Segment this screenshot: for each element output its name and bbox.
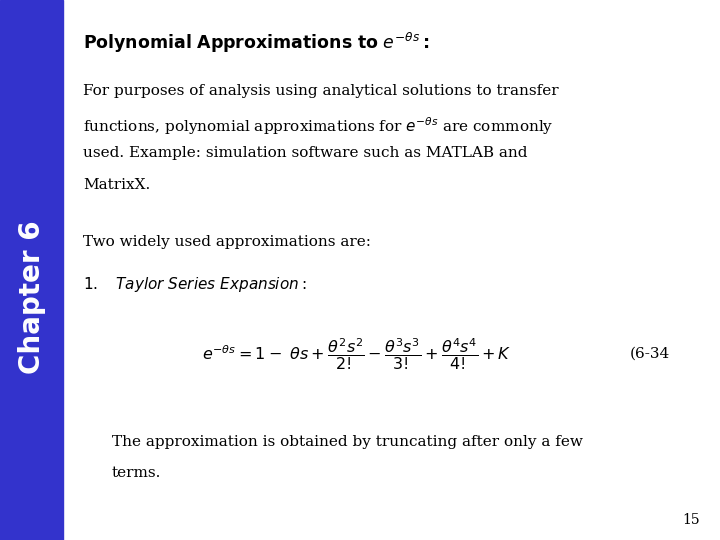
Text: $1.\ \ \ \mathit{Taylor\ Series\ Expansion{:}}$: $1.\ \ \ \mathit{Taylor\ Series\ Expansi… — [83, 275, 307, 294]
Text: MatrixX.: MatrixX. — [83, 178, 150, 192]
Text: For purposes of analysis using analytical solutions to transfer: For purposes of analysis using analytica… — [83, 84, 559, 98]
Text: 15: 15 — [683, 512, 700, 526]
Text: $\mathbf{Polynomial\ Approximations\ to}\ e^{-\theta s}\mathbf{:}$: $\mathbf{Polynomial\ Approximations\ to}… — [83, 30, 429, 55]
Text: The approximation is obtained by truncating after only a few: The approximation is obtained by truncat… — [112, 435, 582, 449]
Text: functions, polynomial approximations for $e^{-\theta s}$ are commonly: functions, polynomial approximations for… — [83, 115, 554, 137]
Text: used. Example: simulation software such as MATLAB and: used. Example: simulation software such … — [83, 146, 527, 160]
Text: Two widely used approximations are:: Two widely used approximations are: — [83, 235, 371, 249]
Text: terms.: terms. — [112, 466, 161, 480]
Text: Chapter 6: Chapter 6 — [18, 220, 45, 374]
Text: (6-34: (6-34 — [630, 347, 670, 361]
Bar — [0, 0, 63, 540]
Text: $e^{-\theta s} = 1 - \ \theta s + \dfrac{\theta^2 s^2}{2!} - \dfrac{\theta^3 s^3: $e^{-\theta s} = 1 - \ \theta s + \dfrac… — [202, 336, 511, 372]
